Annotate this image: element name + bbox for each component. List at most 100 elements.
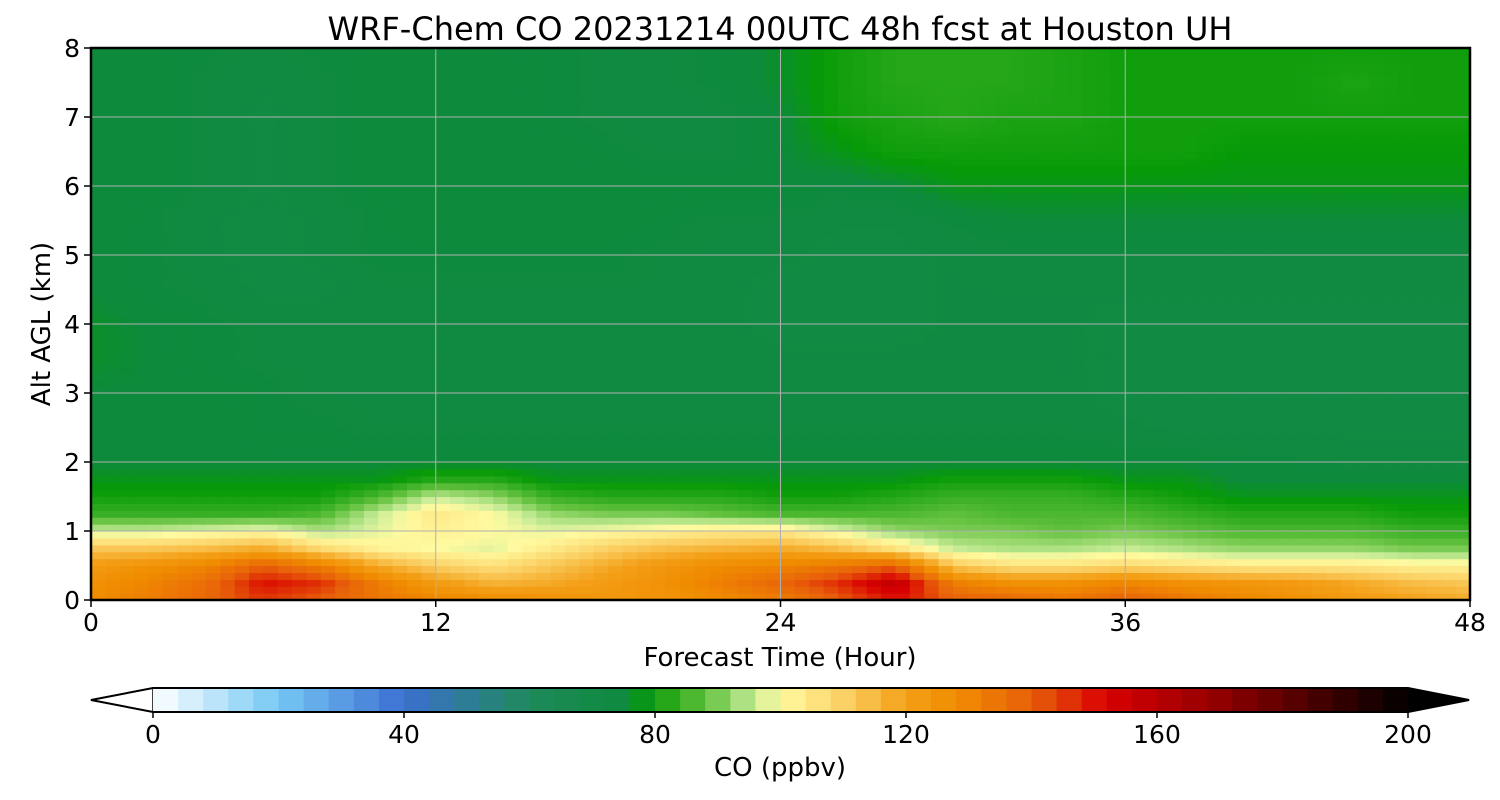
- heatmap-cell: [780, 379, 796, 387]
- heatmap-cell: [766, 241, 782, 249]
- heatmap-cell: [881, 551, 897, 560]
- heatmap-cell: [148, 248, 164, 256]
- heatmap-cell: [392, 572, 408, 580]
- heatmap-cell: [277, 344, 293, 353]
- heatmap-cell: [737, 551, 753, 560]
- heatmap-cell: [995, 317, 1011, 325]
- heatmap-cell: [320, 441, 336, 449]
- heatmap-cell: [1355, 399, 1371, 408]
- heatmap-cell: [507, 482, 523, 491]
- heatmap-cell: [622, 517, 638, 525]
- heatmap-cell: [119, 448, 135, 456]
- heatmap-cell: [306, 441, 322, 449]
- heatmap-cell: [579, 482, 595, 491]
- heatmap-cell: [1340, 593, 1356, 601]
- heatmap-cell: [177, 482, 193, 491]
- heatmap-cell: [1340, 572, 1356, 580]
- heatmap-cell: [579, 448, 595, 456]
- heatmap-cell: [1268, 551, 1284, 560]
- heatmap-cell: [952, 275, 968, 284]
- heatmap-cell: [1225, 317, 1241, 325]
- heatmap-cell: [392, 261, 408, 270]
- heatmap-cell: [1182, 358, 1198, 366]
- heatmap-cell: [981, 475, 997, 484]
- heatmap-cell: [708, 531, 724, 539]
- heatmap-cell: [909, 468, 925, 477]
- heatmap-cell: [1182, 489, 1198, 498]
- heatmap-cell: [162, 496, 178, 504]
- heatmap-cell: [1311, 372, 1327, 380]
- heatmap-cell: [1082, 551, 1098, 560]
- heatmap-cell: [478, 289, 494, 297]
- heatmap-cell: [1096, 241, 1112, 249]
- heatmap-cell: [895, 386, 911, 394]
- heatmap-cell: [220, 565, 236, 573]
- heatmap-cell: [1082, 406, 1098, 415]
- heatmap-cell: [162, 330, 178, 339]
- heatmap-cell: [1039, 572, 1055, 580]
- heatmap-cell: [320, 310, 336, 318]
- heatmap-cell: [521, 296, 537, 304]
- heatmap-cell: [1441, 358, 1457, 366]
- heatmap-cell: [737, 572, 753, 580]
- heatmap-cell: [1326, 551, 1342, 560]
- heatmap-cell: [91, 593, 106, 601]
- heatmap-cell: [363, 303, 379, 311]
- heatmap-cell: [507, 241, 523, 249]
- heatmap-cell: [1326, 475, 1342, 484]
- heatmap-cell: [608, 462, 624, 470]
- heatmap-cell: [1355, 462, 1371, 470]
- heatmap-cell: [1340, 531, 1356, 539]
- heatmap-cell: [521, 241, 537, 249]
- heatmap-cell: [809, 337, 825, 346]
- heatmap-cell: [780, 441, 796, 449]
- heatmap-cell: [924, 503, 940, 511]
- heatmap-cell: [507, 317, 523, 325]
- heatmap-cell: [938, 310, 954, 318]
- heatmap-cell: [723, 572, 738, 580]
- heatmap-cell: [694, 379, 710, 387]
- heatmap-cell: [665, 593, 681, 601]
- heatmap-cell: [421, 337, 437, 346]
- heatmap-cell: [220, 448, 236, 456]
- heatmap-cell: [1197, 344, 1213, 353]
- heatmap-cell: [1211, 406, 1227, 415]
- heatmap-cell: [1297, 241, 1313, 249]
- heatmap-cell: [349, 496, 365, 504]
- heatmap-cell: [823, 241, 839, 249]
- heatmap-cell: [723, 296, 738, 304]
- heatmap-cell: [464, 544, 480, 553]
- heatmap-cell: [1153, 351, 1169, 360]
- heatmap-cell: [91, 268, 106, 277]
- heatmap-cell: [1139, 310, 1155, 318]
- heatmap-cell: [349, 261, 365, 270]
- heatmap-cell: [536, 489, 552, 498]
- heatmap-cell: [91, 275, 106, 284]
- heatmap-cell: [105, 468, 121, 477]
- heatmap-cell: [349, 310, 365, 318]
- heatmap-cell: [924, 517, 940, 525]
- heatmap-cell: [1110, 275, 1126, 284]
- heatmap-cell: [593, 372, 609, 380]
- heatmap-cell: [766, 268, 782, 277]
- heatmap-cell: [134, 255, 150, 263]
- heatmap-cell: [1326, 448, 1342, 456]
- heatmap-cell: [665, 379, 681, 387]
- heatmap-cell: [1211, 351, 1227, 360]
- heatmap-cell: [335, 517, 351, 525]
- heatmap-cell: [507, 365, 523, 373]
- heatmap-cell: [1283, 344, 1299, 353]
- heatmap-cell: [363, 427, 379, 435]
- heatmap-cell: [191, 289, 207, 297]
- heatmap-cell: [249, 413, 264, 422]
- heatmap-cell: [751, 372, 767, 380]
- heatmap-cell: [363, 310, 379, 318]
- heatmap-cell: [363, 572, 379, 580]
- heatmap-cell: [1326, 517, 1342, 525]
- heatmap-cell: [1297, 358, 1313, 366]
- heatmap-cell: [909, 572, 925, 580]
- heatmap-cell: [823, 503, 839, 511]
- heatmap-cell: [866, 275, 882, 284]
- heatmap-cell: [1297, 261, 1313, 270]
- heatmap-cell: [550, 572, 566, 580]
